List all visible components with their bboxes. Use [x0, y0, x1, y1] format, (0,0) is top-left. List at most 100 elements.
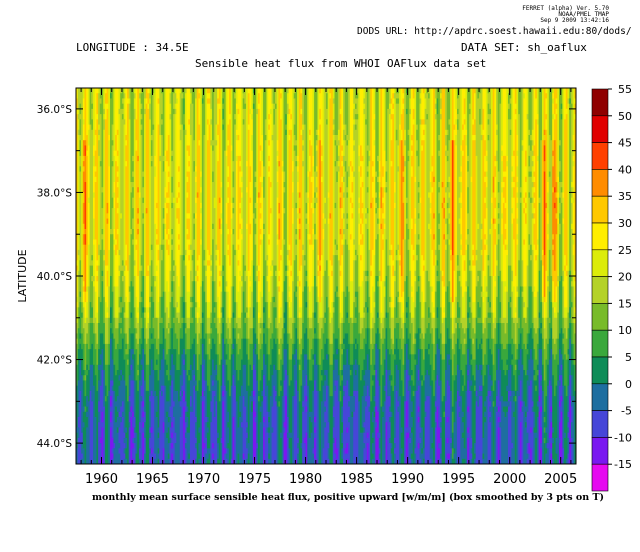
heatmap-cell — [218, 281, 221, 287]
heatmap-cell — [553, 270, 556, 303]
heatmap-cell — [565, 270, 568, 277]
heatmap-cell — [535, 119, 538, 251]
heatmap-cell — [298, 401, 301, 464]
heatmap-cell — [181, 317, 184, 324]
heatmap-cell — [268, 432, 271, 439]
heatmap-cell — [193, 88, 196, 141]
heatmap-cell — [363, 88, 366, 99]
heatmap-cell — [422, 317, 426, 340]
heatmap-cell — [516, 208, 519, 219]
heatmap-cell — [555, 218, 558, 235]
heatmap-cell — [555, 182, 558, 193]
heatmap-cell — [152, 343, 155, 371]
heatmap-cell — [184, 370, 187, 402]
heatmap-cell — [368, 396, 371, 407]
heatmap-cell — [373, 302, 376, 308]
heatmap-cell — [363, 103, 366, 110]
heatmap-cell — [547, 192, 550, 214]
heatmap-cell — [506, 249, 509, 256]
heatmap-cell — [431, 343, 434, 381]
heatmap-cell — [395, 93, 398, 99]
heatmap-cell — [256, 338, 259, 355]
heatmap-cell — [552, 302, 555, 308]
heatmap-cell — [388, 443, 392, 464]
heatmap-cell — [285, 276, 288, 303]
heatmap-cell — [125, 354, 128, 387]
heatmap-cell — [411, 323, 414, 355]
heatmap-cell — [213, 390, 216, 397]
heatmap-cell — [314, 458, 317, 464]
heatmap-cell — [411, 286, 414, 293]
heatmap-cell — [297, 218, 300, 230]
heatmap-cell — [545, 427, 548, 434]
heatmap-cell — [315, 202, 318, 240]
heatmap-cell — [511, 317, 514, 340]
heatmap-cell — [390, 296, 393, 303]
heatmap-cell — [115, 255, 118, 287]
heatmap-cell — [116, 150, 119, 157]
heatmap-cell — [116, 182, 119, 188]
heatmap-cell — [171, 328, 174, 355]
heatmap-cell — [246, 448, 249, 460]
heatmap-cell — [524, 427, 528, 464]
heatmap-cell — [492, 323, 495, 340]
heatmap-cell — [235, 88, 238, 105]
heatmap-cell — [278, 343, 281, 350]
heatmap-cell — [504, 208, 507, 225]
heatmap-cell — [154, 286, 157, 319]
heatmap-cell — [249, 182, 252, 199]
heatmap-cell — [314, 171, 317, 193]
heatmap-cell — [421, 145, 424, 152]
heatmap-cell — [91, 401, 94, 464]
heatmap-cell — [161, 244, 164, 251]
heatmap-cell — [513, 323, 516, 345]
heatmap-cell — [298, 359, 301, 366]
heatmap-cell — [251, 370, 254, 392]
heatmap-cell — [172, 276, 176, 282]
heatmap-cell — [407, 296, 410, 340]
heatmap-cell — [429, 385, 432, 460]
heatmap-cell — [424, 417, 427, 464]
heatmap-cell — [407, 249, 410, 298]
heatmap-cell — [460, 166, 463, 172]
heatmap-cell — [485, 187, 488, 209]
heatmap-cell — [286, 333, 289, 345]
heatmap-cell — [564, 270, 567, 308]
heatmap-cell — [123, 448, 126, 454]
heatmap-cell — [76, 108, 79, 115]
heatmap-cell — [446, 328, 449, 355]
heatmap-cell — [132, 411, 135, 418]
heatmap-cell — [249, 234, 252, 277]
heatmap-cell — [104, 93, 108, 105]
heatmap-cell — [137, 218, 140, 225]
heatmap-cell — [523, 370, 526, 402]
heatmap-cell — [344, 140, 347, 162]
heatmap-cell — [246, 307, 249, 313]
heatmap-cell — [149, 432, 152, 439]
heatmap-cell — [89, 88, 92, 125]
heatmap-cell — [167, 417, 170, 423]
heatmap-cell — [263, 427, 266, 464]
heatmap-cell — [293, 323, 296, 345]
heatmap-cell — [155, 244, 159, 266]
heatmap-cell — [387, 349, 390, 371]
heatmap-cell — [281, 396, 284, 464]
heatmap-cell — [320, 145, 323, 157]
heatmap-cell — [195, 380, 198, 387]
heatmap-cell — [276, 370, 279, 407]
heatmap-cell — [326, 354, 329, 360]
heatmap-cell — [562, 270, 565, 282]
heatmap-cell — [288, 114, 291, 131]
heatmap-cell — [162, 291, 165, 329]
heatmap-cell — [552, 150, 555, 157]
heatmap-cell — [247, 317, 250, 340]
heatmap-cell — [128, 302, 131, 329]
heatmap-cell — [305, 218, 308, 225]
heatmap-cell — [268, 166, 271, 172]
heatmap-cell — [399, 265, 402, 303]
heatmap-cell — [346, 145, 349, 172]
heatmap-cell — [373, 417, 376, 464]
heatmap-cell — [555, 286, 558, 303]
heatmap-cell — [463, 448, 466, 460]
heatmap-cell — [145, 276, 148, 308]
